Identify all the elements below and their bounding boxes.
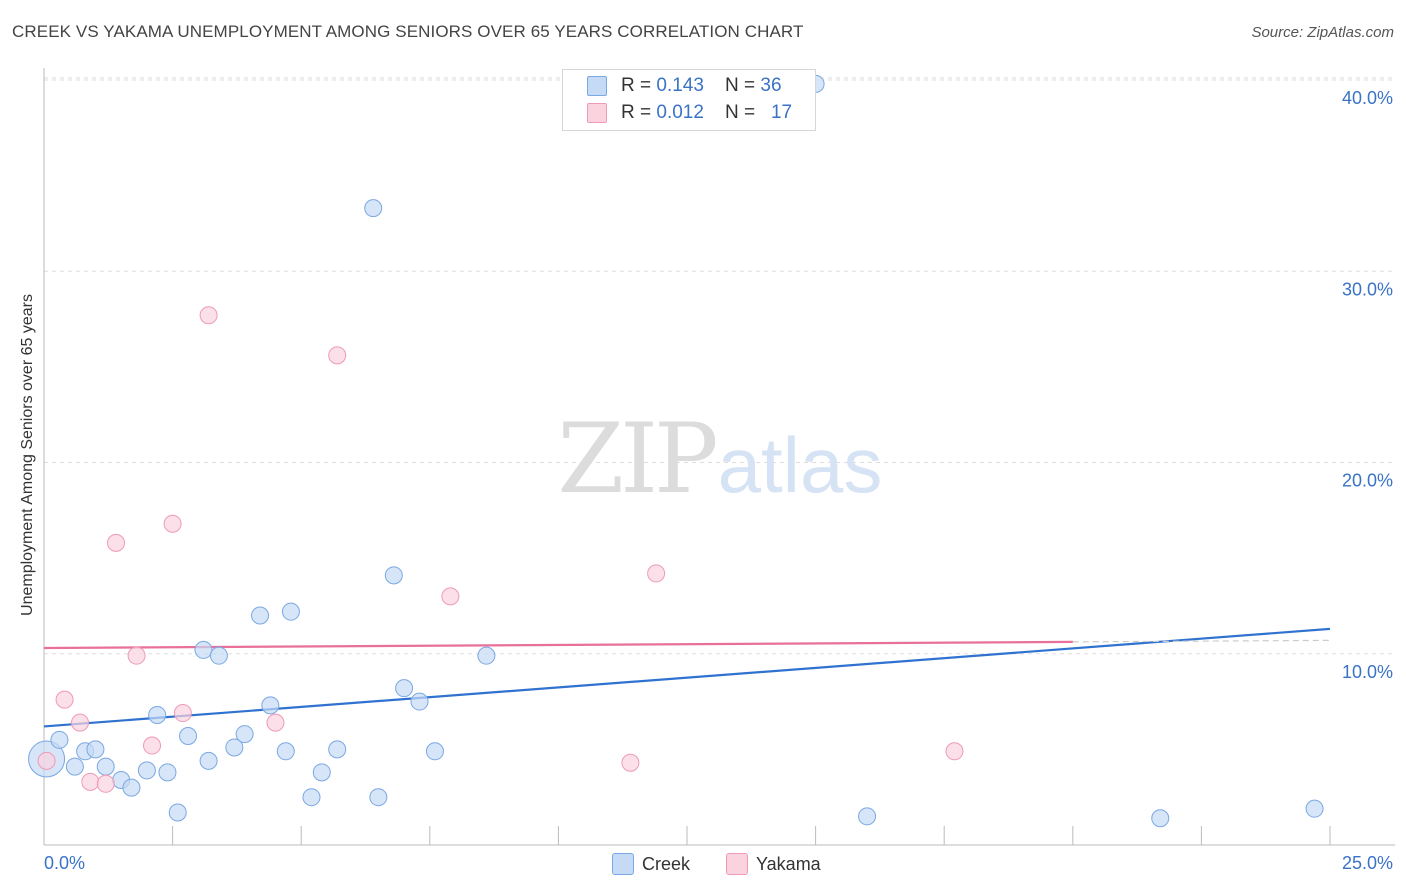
creek-point	[225, 738, 244, 757]
creek-point	[65, 757, 84, 776]
creek-point	[1151, 809, 1170, 828]
x-tick-label-max: 25.0%	[1342, 853, 1393, 873]
creek-point	[96, 757, 115, 776]
creek-point	[261, 696, 280, 715]
y-tick-label: 40.0%	[1342, 88, 1393, 108]
yakama-point	[266, 713, 285, 732]
creek-point	[235, 725, 254, 744]
yakama-point	[107, 533, 126, 552]
creek-point	[302, 788, 321, 807]
creek-point	[425, 742, 444, 761]
creek-point	[199, 751, 218, 770]
yakama-point	[143, 736, 162, 755]
yakama-point	[621, 753, 640, 772]
y-tick-label: 10.0%	[1342, 662, 1393, 682]
legend-n-label: N =	[725, 102, 761, 123]
bottom-swatch-creek	[612, 853, 634, 875]
creek-point	[328, 740, 347, 759]
legend-n-label: N =	[725, 75, 761, 96]
creek-point	[194, 640, 213, 659]
watermark-atlas: atlas	[718, 421, 883, 509]
bottom-label-yakama: Yakama	[756, 854, 821, 874]
legend-n-value: 17	[770, 102, 793, 123]
axes	[43, 68, 1395, 846]
creek-point	[158, 763, 177, 782]
creek-point	[122, 778, 141, 797]
trend-line-yakama	[43, 640, 1073, 650]
creek-point	[384, 566, 403, 585]
legend-swatch-creek	[587, 76, 607, 96]
creek-point	[369, 788, 388, 807]
yakama-point	[37, 751, 56, 770]
creek-point	[50, 730, 69, 749]
creek-point	[858, 807, 877, 826]
creek-point	[148, 705, 167, 724]
creek-point	[179, 726, 198, 745]
trend-line-creek	[43, 627, 1331, 728]
yakama-point	[163, 514, 182, 533]
bottom-swatch-yakama	[726, 853, 748, 875]
y-tick-label: 20.0%	[1342, 471, 1393, 491]
legend-n-value: 36	[760, 75, 782, 96]
yakama-point	[81, 772, 100, 791]
creek-point	[251, 606, 270, 625]
creek-point	[137, 761, 156, 780]
creek-point	[477, 646, 496, 665]
grid-lines	[44, 77, 1395, 655]
legend-r-label: R =	[621, 75, 657, 96]
creek-point	[281, 602, 300, 621]
chart-title: CREEK VS YAKAMA UNEMPLOYMENT AMONG SENIO…	[12, 22, 804, 41]
yakama-point	[199, 306, 218, 325]
y-tick-label: 30.0%	[1342, 279, 1393, 299]
trend-lines	[43, 627, 1331, 728]
yakama-point	[96, 774, 115, 793]
yakama-point	[441, 587, 460, 606]
yakama-point	[647, 564, 666, 583]
legend-swatch-yakama	[587, 103, 607, 123]
yakama-point	[55, 690, 74, 709]
trend-line-extension-yakama	[1072, 639, 1331, 643]
x-tick-label-min: 0.0%	[44, 853, 85, 873]
yakama-point	[328, 346, 347, 365]
creek-point	[364, 199, 383, 218]
creek-point	[86, 740, 105, 759]
legend-r-value: 0.143	[656, 75, 704, 96]
yakama-point	[127, 646, 146, 665]
legend-r-value: 0.012	[656, 102, 704, 123]
watermark: ZIP atlas	[557, 403, 882, 515]
yakama-point	[173, 704, 192, 723]
creek-point	[209, 646, 228, 665]
creek-point	[276, 742, 295, 761]
legend-r-label: R =	[621, 102, 657, 123]
creek-point	[410, 692, 429, 711]
source-label: Source: ZipAtlas.com	[1251, 24, 1394, 41]
creek-point	[395, 679, 414, 698]
yakama-point	[945, 742, 964, 761]
data-points	[28, 74, 1324, 828]
bottom-label-creek: Creek	[642, 854, 691, 874]
creek-point	[1305, 799, 1324, 818]
creek-point	[168, 803, 187, 822]
yakama-point	[71, 713, 90, 732]
watermark-zip: ZIP	[557, 403, 716, 515]
tick-labels: 10.0% 20.0% 30.0% 40.0% 0.0% 25.0%	[44, 88, 1393, 873]
creek-point	[312, 763, 331, 782]
stats-legend: R = 0.143 N = 36 R = 0.012 N = 17	[562, 69, 816, 131]
